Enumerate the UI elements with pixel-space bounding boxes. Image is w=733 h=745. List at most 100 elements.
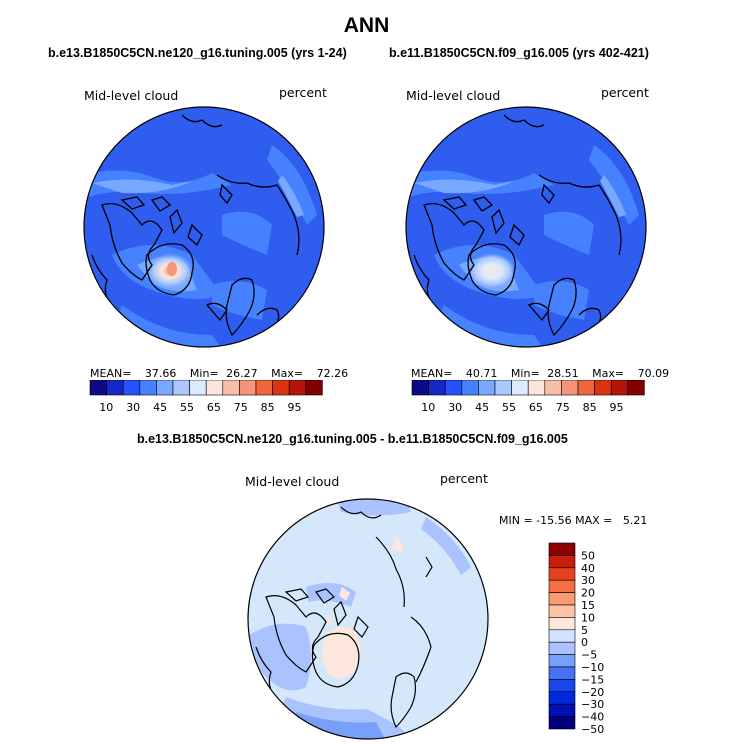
diff-colorbar-tick-label: 20 xyxy=(581,587,595,600)
panel-2-colorbar-swatch xyxy=(561,380,579,396)
panel-2-colorbar-swatch xyxy=(577,380,595,396)
panel-1-colorbar-swatch xyxy=(305,380,323,396)
diff-colorbar-swatch xyxy=(548,542,576,556)
diff-colorbar-tick-label: 15 xyxy=(581,599,595,612)
diff-colorbar-tick-label: 5 xyxy=(581,624,588,637)
panel-2-colorbar: 10 30 45 55 65 75 85 95 xyxy=(411,380,645,414)
panel-2-colorbar-tick-label: 30 xyxy=(448,401,462,414)
panel-2-colorbar-swatch xyxy=(527,380,546,396)
panel-1-colorbar-swatch xyxy=(106,380,124,396)
diff-variable-label: Mid-level cloud xyxy=(245,474,340,489)
panel-1-mean-value: 37.66 xyxy=(144,367,177,380)
panel-1-colorbar-swatch xyxy=(239,380,257,396)
panel-2-colorbar-swatch xyxy=(494,380,512,396)
diff-colorbar-tick-label: −20 xyxy=(581,686,604,699)
panel-1-polar-map xyxy=(83,106,325,348)
diff-colorbar-swatch xyxy=(548,641,576,655)
panel-1-colorbar-tick-label: 75 xyxy=(234,401,248,414)
panel-1-colorbar-tick-label: 85 xyxy=(261,401,275,414)
panel-1-colorbar-swatch xyxy=(122,380,141,396)
panel-1-colorbar: 10 30 45 55 65 75 85 95 xyxy=(89,380,323,414)
diff-units-label: percent xyxy=(440,471,488,486)
diff-colorbar-swatch xyxy=(548,679,576,693)
panel-1-colorbar-tick-label: 10 xyxy=(99,401,113,414)
panel-1-colorbar-tick-label: 65 xyxy=(207,401,221,414)
diff-colorbar-swatch xyxy=(548,703,576,717)
diff-colorbar-tick-label: −10 xyxy=(581,661,604,674)
panel-1-colorbar-tick-label: 95 xyxy=(288,401,302,414)
panel-1-colorbar-tick-labels: 10 30 45 55 65 75 85 95 xyxy=(99,401,301,414)
panel-1-colorbar-tick-label: 45 xyxy=(153,401,167,414)
panel-1-min-value: 26.27 xyxy=(226,367,258,380)
diff-panel-title: b.e13.B1850C5CN.ne120_g16.tuning.005 - b… xyxy=(137,432,568,446)
diff-colorbar-tick-label: −5 xyxy=(581,649,597,662)
panel-1-colorbar-swatch xyxy=(139,380,157,396)
panel-2-max-value: 70.09 xyxy=(637,367,670,380)
diff-colorbar-swatch xyxy=(548,567,576,581)
panel-2-colorbar-swatch xyxy=(610,380,629,396)
panel-2-colorbar-swatch xyxy=(511,380,529,396)
panel-1-stats: MEAN= 37.66 Min= 26.27 Max= 72.26 xyxy=(90,367,348,380)
panel-1-variable-label: Mid-level cloud xyxy=(84,88,179,103)
panel-2-mean-value: 40.71 xyxy=(465,367,498,380)
diff-colorbar-swatch xyxy=(548,666,576,680)
diff-colorbar-swatch xyxy=(548,555,576,569)
panel-2-units-label: percent xyxy=(601,85,649,100)
panel-2-title: b.e11.B1850C5CN.f09_g16.005 (yrs 402-421… xyxy=(389,46,649,60)
diff-colorbar-tick-label: −50 xyxy=(581,723,604,736)
diff-colorbar-swatch xyxy=(548,716,576,730)
panel-2-mean-label: MEAN= xyxy=(411,367,453,380)
panel-2-colorbar-swatch xyxy=(627,380,645,396)
panel-1-colorbar-swatch xyxy=(272,380,290,396)
panel-1-colorbar-swatches xyxy=(89,380,323,396)
panel-1-colorbar-tick-label: 30 xyxy=(126,401,140,414)
diff-colorbar-swatch xyxy=(548,604,576,618)
panel-2-min-label: Min= xyxy=(510,367,540,380)
panel-2-colorbar-swatch xyxy=(461,380,479,396)
panel-1-colorbar-swatch xyxy=(89,380,107,396)
panel-2-min-value: 28.51 xyxy=(547,367,579,380)
page-title: ANN xyxy=(343,14,390,37)
diff-colorbar-swatch xyxy=(548,592,576,606)
diff-colorbar-swatch xyxy=(548,579,576,593)
diff-colorbar-swatch xyxy=(548,617,576,631)
panel-1-colorbar-swatch xyxy=(189,380,207,396)
diff-stats: MIN = -15.56 MAX = 5.21 xyxy=(499,514,648,527)
panel-1-colorbar-swatch xyxy=(172,380,190,396)
panel-2-colorbar-swatch xyxy=(594,380,612,396)
panel-2-colorbar-swatch xyxy=(428,380,446,396)
panel-2-colorbar-tick-label: 75 xyxy=(556,401,570,414)
panel-1-title: b.e13.B1850C5CN.ne120_g16.tuning.005 (yr… xyxy=(48,46,347,60)
panel-2-colorbar-tick-label: 95 xyxy=(610,401,624,414)
diff-colorbar-swatch xyxy=(548,629,576,643)
panel-1-colorbar-tick-label: 55 xyxy=(180,401,194,414)
panel-2-colorbar-tick-label: 10 xyxy=(421,401,435,414)
panel-1-colorbar-swatch xyxy=(288,380,307,396)
diff-colorbar-tick-label: 50 xyxy=(581,549,595,562)
diff-polar-map xyxy=(247,498,489,740)
panel-2-colorbar-tick-label: 55 xyxy=(502,401,516,414)
panel-1-max-value: 72.26 xyxy=(316,367,349,380)
panel-2-colorbar-swatches xyxy=(411,380,645,396)
panel-2-polar-map xyxy=(405,106,647,348)
diff-colorbar-swatch xyxy=(548,691,576,705)
diff-colorbar-tick-label: 30 xyxy=(581,574,595,587)
diff-colorbar-tick-label: −40 xyxy=(581,711,604,724)
panel-2-colorbar-swatch xyxy=(478,380,496,396)
panel-2-max-label: Max= xyxy=(592,367,625,380)
diff-colorbar-tick-label: 40 xyxy=(581,562,595,575)
panel-2-colorbar-swatch xyxy=(444,380,463,396)
diff-colorbar-tick-label: 10 xyxy=(581,611,595,624)
diff-colorbar-tick-label: −15 xyxy=(581,673,604,686)
panel-1-min-label: Min= xyxy=(189,367,219,380)
diff-colorbar-swatch xyxy=(548,654,576,668)
panel-2-colorbar-tick-label: 85 xyxy=(583,401,597,414)
panel-2-colorbar-tick-labels: 10 30 45 55 65 75 85 95 xyxy=(421,401,623,414)
panel-1-colorbar-swatch xyxy=(156,380,174,396)
panel-1-colorbar-swatch xyxy=(222,380,240,396)
panel-2-colorbar-swatch xyxy=(544,380,562,396)
panel-1-max-label: Max= xyxy=(271,367,304,380)
panel-2-colorbar-tick-label: 65 xyxy=(529,401,543,414)
